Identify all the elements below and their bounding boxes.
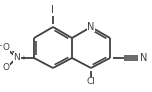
Text: −: − [0,41,2,51]
Text: N: N [87,22,95,32]
Text: Cl: Cl [86,77,95,86]
Text: O: O [2,63,9,72]
Text: +: + [21,54,26,61]
Text: N: N [140,53,147,63]
Text: O: O [2,44,9,53]
Text: N: N [14,54,20,62]
Text: I: I [52,5,55,15]
